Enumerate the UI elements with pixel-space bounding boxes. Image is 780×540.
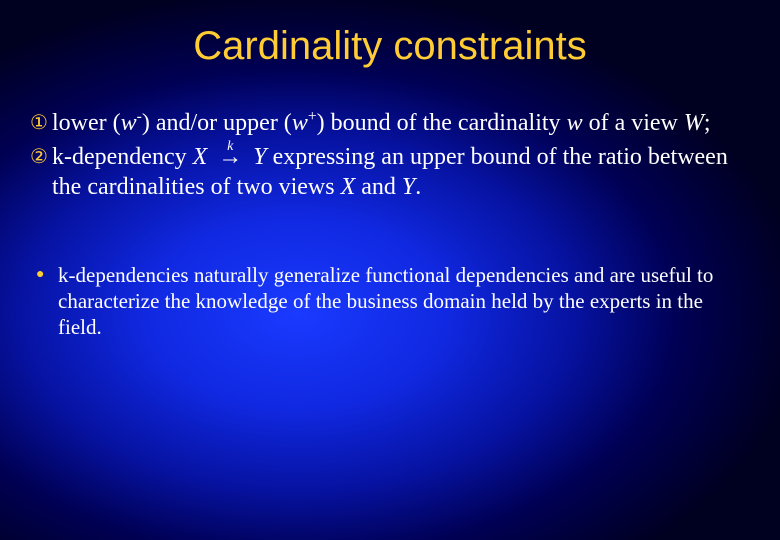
slide-content: ① lower (w-) and/or upper (w+) bound of … [30, 108, 750, 340]
math-var: w [121, 110, 137, 136]
bullet-marker-icon: ① [30, 108, 52, 138]
math-var: X [341, 174, 356, 200]
arrow-label: k [213, 132, 247, 162]
math-var: w [292, 110, 308, 136]
math-var: W [684, 110, 704, 136]
sub-bullet-text: k-dependencies naturally generalize func… [58, 262, 750, 340]
text-fragment: ) bound of the cardinality [317, 110, 567, 136]
text-fragment: of a view [583, 110, 684, 136]
math-var: X [193, 144, 208, 170]
text-fragment: and [355, 174, 402, 200]
text-fragment: lower ( [52, 110, 121, 136]
bullet-marker-icon: ② [30, 142, 52, 172]
slide: Cardinality constraints ① lower (w-) and… [0, 0, 780, 540]
dot-bullet-icon: ● [30, 262, 58, 288]
text-fragment: k-dependency [52, 144, 193, 170]
bullet-text-2: k-dependency X k → Y expressing an upper… [52, 142, 750, 202]
math-var: Y [402, 174, 415, 200]
math-var: Y [253, 144, 266, 170]
slide-title: Cardinality constraints [0, 24, 780, 69]
sub-bullet-item: ● k-dependencies naturally generalize fu… [30, 262, 750, 340]
bullet-item-1: ① lower (w-) and/or upper (w+) bound of … [30, 108, 750, 138]
math-var: w [567, 110, 583, 136]
text-fragment: ; [704, 110, 711, 136]
sub-bullet-block: ● k-dependencies naturally generalize fu… [30, 262, 750, 340]
bullet-item-2: ② k-dependency X k → Y expressing an upp… [30, 142, 750, 202]
text-fragment: . [415, 174, 421, 200]
math-sup: + [308, 108, 317, 125]
bullet-text-1: lower (w-) and/or upper (w+) bound of th… [52, 108, 750, 138]
labeled-arrow-icon: k → [213, 142, 247, 172]
